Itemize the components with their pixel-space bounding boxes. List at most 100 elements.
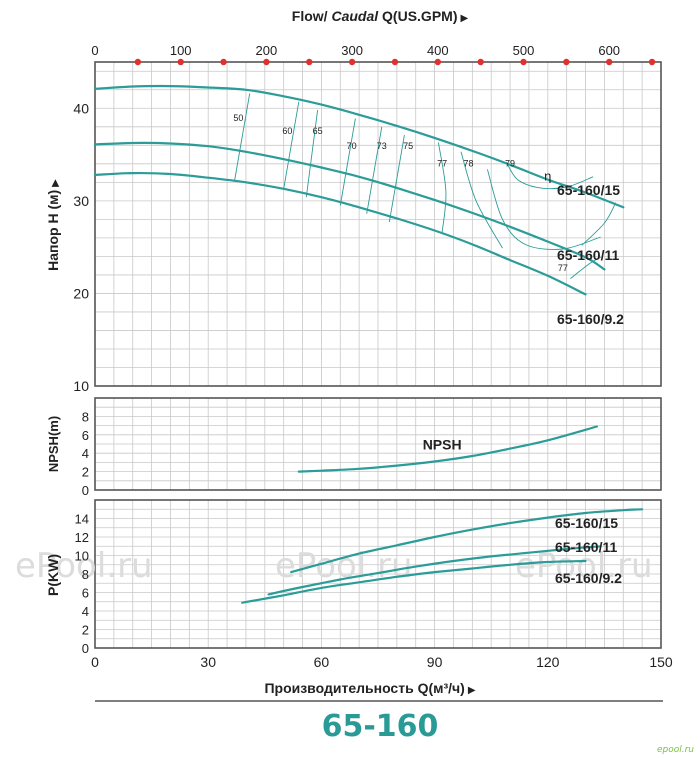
top-axis-dot [263, 58, 270, 66]
efficiency-label: 65 [313, 126, 323, 136]
top-axis-title: Flow/ Caudal Q(US.GPM) ▶ [292, 8, 469, 24]
power-series-label: 65-160/9.2 [555, 570, 622, 586]
power-y-tick-label: 14 [75, 512, 89, 527]
npsh-y-tick-label: 0 [82, 483, 89, 498]
npsh-axis-title: NPSH(m) [46, 416, 61, 472]
top-axis-dot [563, 58, 570, 66]
chart-title: 65-160 [322, 709, 439, 744]
npsh-y-tick-label: 6 [82, 428, 89, 443]
watermark-text: ePool.ru [275, 546, 413, 586]
efficiency-label: 79 [505, 159, 515, 169]
top-axis-dot [648, 58, 656, 66]
top-axis-dot [434, 58, 442, 66]
head-axis-title-text: Напор Н (м) [45, 190, 61, 271]
x-tick-label: 150 [649, 654, 673, 670]
efficiency-label: 70 [347, 141, 357, 151]
top-axis-tick-label: 400 [427, 43, 449, 58]
power-axis-title: P(KW) [45, 554, 61, 596]
efficiency-isoline [366, 126, 383, 214]
top-axis-title-prefix: Flow/ [292, 8, 332, 24]
npsh-y-tick-label: 2 [82, 465, 89, 480]
top-axis-tick-label: 100 [170, 43, 192, 58]
power-series-label: 65-160/15 [555, 515, 618, 531]
top-axis-dot [606, 58, 613, 66]
top-axis-tick-label: 600 [598, 43, 620, 58]
efficiency-label: 50 [233, 113, 243, 123]
frame-layer [94, 58, 662, 649]
efficiency-label: 77 [558, 263, 568, 273]
x-tick-label: 60 [314, 654, 330, 670]
head-y-tick-label: 10 [73, 378, 89, 394]
power-y-tick-label: 2 [82, 623, 89, 638]
head-panel-frame [94, 61, 662, 387]
npsh-series-label: NPSH [423, 437, 462, 453]
corner-logo: epool.ru [657, 745, 694, 755]
head-series-65-160-15 [93, 84, 625, 209]
efficiency-label: 75 [403, 141, 413, 151]
head-series-label: 65-160/15 [557, 182, 620, 198]
curve-layer [93, 84, 644, 604]
power-panel-frame [94, 499, 662, 649]
head-axis-title: Напор Н (м) ▶ [45, 179, 61, 271]
head-y-tick-label: 30 [73, 193, 89, 209]
top-axis-tick-label: 200 [256, 43, 278, 58]
power-series-65-160-11 [267, 545, 602, 596]
x-tick-label: 0 [91, 654, 99, 670]
top-axis-dot [220, 58, 227, 66]
power-y-tick-label: 10 [75, 549, 89, 564]
top-axis-title-suffix: Q(US.GPM) [378, 8, 457, 24]
npsh-y-tick-label: 4 [82, 446, 89, 461]
bottom-axis-title-text: Производительность Q(м³/ч) [264, 680, 464, 696]
efficiency-isoline [234, 93, 251, 181]
top-axis-dot [177, 58, 184, 66]
efficiency-eta-label: η [544, 168, 551, 183]
top-axis-dot [520, 58, 527, 66]
top-axis-tick-label: 300 [341, 43, 363, 58]
top-axis-title-italic: Caudal [331, 8, 379, 24]
head-y-tick-label: 20 [73, 285, 89, 301]
efficiency-isoline-79-outer [486, 169, 601, 250]
efficiency-isoline [339, 118, 356, 206]
power-series-65-160-15 [290, 508, 644, 574]
x-tick-label: 90 [427, 654, 443, 670]
power-y-tick-label: 0 [82, 641, 89, 656]
efficiency-isoline [305, 110, 319, 198]
top-axis-dot [348, 58, 356, 66]
grid-layer [95, 62, 661, 648]
top-axis-dot [306, 58, 313, 66]
top-axis-tick-label: 500 [513, 43, 535, 58]
top-axis-tick-label: 0 [91, 43, 98, 58]
power-series-label: 65-160/11 [555, 539, 617, 555]
power-series-65-160-9-2 [241, 559, 587, 604]
watermark-text: ePool.ru [15, 546, 153, 586]
bottom-axis-arrow: ▶ [468, 685, 476, 696]
efficiency-isoline [283, 101, 300, 189]
efficiency-label: 78 [464, 159, 474, 169]
top-axis-dot [477, 58, 484, 66]
npsh-panel-frame [94, 397, 662, 491]
npsh-series-npsh [297, 425, 598, 473]
head-series-label: 65-160/9.2 [557, 311, 624, 327]
efficiency-isoline-right [581, 202, 617, 246]
top-axis-dot [391, 58, 399, 66]
head-series-65-160-9-2 [93, 171, 587, 296]
efficiency-label: 73 [377, 141, 387, 151]
efficiency-isoline-77-right [570, 256, 601, 279]
npsh-y-tick-label: 8 [82, 409, 89, 424]
bottom-axis-title: Производительность Q(м³/ч) ▶ [264, 680, 475, 696]
head-y-tick-label: 40 [73, 100, 89, 116]
efficiency-isoline [460, 151, 503, 249]
top-axis-dot [134, 58, 142, 66]
head-axis-arrow: ▶ [50, 179, 61, 187]
head-series-label: 65-160/11 [557, 247, 619, 263]
power-y-tick-label: 8 [82, 567, 89, 582]
power-y-tick-label: 6 [82, 586, 89, 601]
efficiency-isoline-79 [505, 161, 594, 190]
efficiency-label: 77 [437, 159, 447, 169]
power-y-tick-label: 12 [75, 530, 89, 545]
power-y-tick-label: 4 [82, 604, 89, 619]
top-axis-arrow: ▶ [461, 13, 469, 24]
head-series-65-160-11 [93, 141, 606, 271]
